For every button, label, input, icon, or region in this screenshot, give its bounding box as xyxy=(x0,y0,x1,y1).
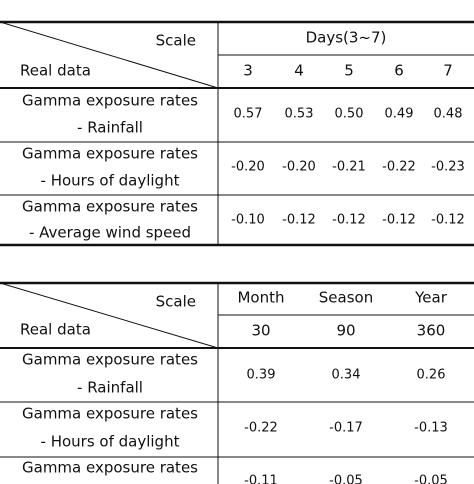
row-label: Gamma exposure rates xyxy=(22,404,198,423)
column-header: 7 xyxy=(443,61,453,80)
cell-value: -0.10 xyxy=(231,212,265,228)
row-label: Gamma exposure rates xyxy=(22,458,198,477)
cell-value: -0.11 xyxy=(244,473,278,484)
cell-value: 0.57 xyxy=(233,106,263,122)
column-header: 30 xyxy=(251,321,271,340)
real-data-header: Real data xyxy=(20,61,91,80)
cell-value: 0.39 xyxy=(246,367,276,383)
column-header: 6 xyxy=(394,61,404,80)
real-data-header: Real data xyxy=(20,320,91,339)
row-label: Gamma exposure rates xyxy=(22,91,198,110)
cell-value: -0.12 xyxy=(332,212,366,228)
column-header: 4 xyxy=(294,61,304,80)
group-header: Month xyxy=(237,288,285,307)
column-header: 90 xyxy=(336,321,356,340)
row-label: - Hours of daylight xyxy=(40,171,180,190)
cell-value: -0.05 xyxy=(329,473,363,484)
cell-value: -0.05 xyxy=(414,473,448,484)
cell-value: -0.21 xyxy=(332,159,366,175)
diagonal xyxy=(0,282,219,349)
cell-value: -0.22 xyxy=(382,159,416,175)
scale-header: Scale xyxy=(155,292,196,311)
row-label: - Rainfall xyxy=(77,378,143,397)
scale-header: Scale xyxy=(155,31,196,50)
row-label: - Hours of daylight xyxy=(40,432,180,451)
cell-value: 0.48 xyxy=(433,106,463,122)
column-header: 5 xyxy=(344,61,354,80)
cell-value: 0.50 xyxy=(334,106,364,122)
group-header: Season xyxy=(318,288,374,307)
cell-value: 0.53 xyxy=(284,106,314,122)
cell-value: -0.22 xyxy=(244,420,278,436)
column-header: 3 xyxy=(243,61,253,80)
diagonal xyxy=(0,21,219,89)
cell-value: -0.12 xyxy=(382,212,416,228)
row-label: - Rainfall xyxy=(77,118,143,137)
cell-value: 0.49 xyxy=(384,106,414,122)
row-label: Gamma exposure rates xyxy=(22,197,198,216)
cell-value: -0.13 xyxy=(414,420,448,436)
group-header: Days(3~7) xyxy=(305,28,387,47)
group-header: Year xyxy=(415,288,447,307)
cell-value: -0.12 xyxy=(282,212,316,228)
cell-value: -0.20 xyxy=(231,159,265,175)
cell-value: -0.20 xyxy=(282,159,316,175)
cell-value: -0.17 xyxy=(329,420,363,436)
row-label: - Average wind speed xyxy=(28,223,192,242)
column-header: 360 xyxy=(416,321,446,340)
row-label: Gamma exposure rates xyxy=(22,144,198,163)
cell-value: -0.23 xyxy=(431,159,465,175)
cell-value: -0.12 xyxy=(431,212,465,228)
row-label: Gamma exposure rates xyxy=(22,350,198,369)
cell-value: 0.34 xyxy=(331,367,361,383)
cell-value: 0.26 xyxy=(416,367,446,383)
